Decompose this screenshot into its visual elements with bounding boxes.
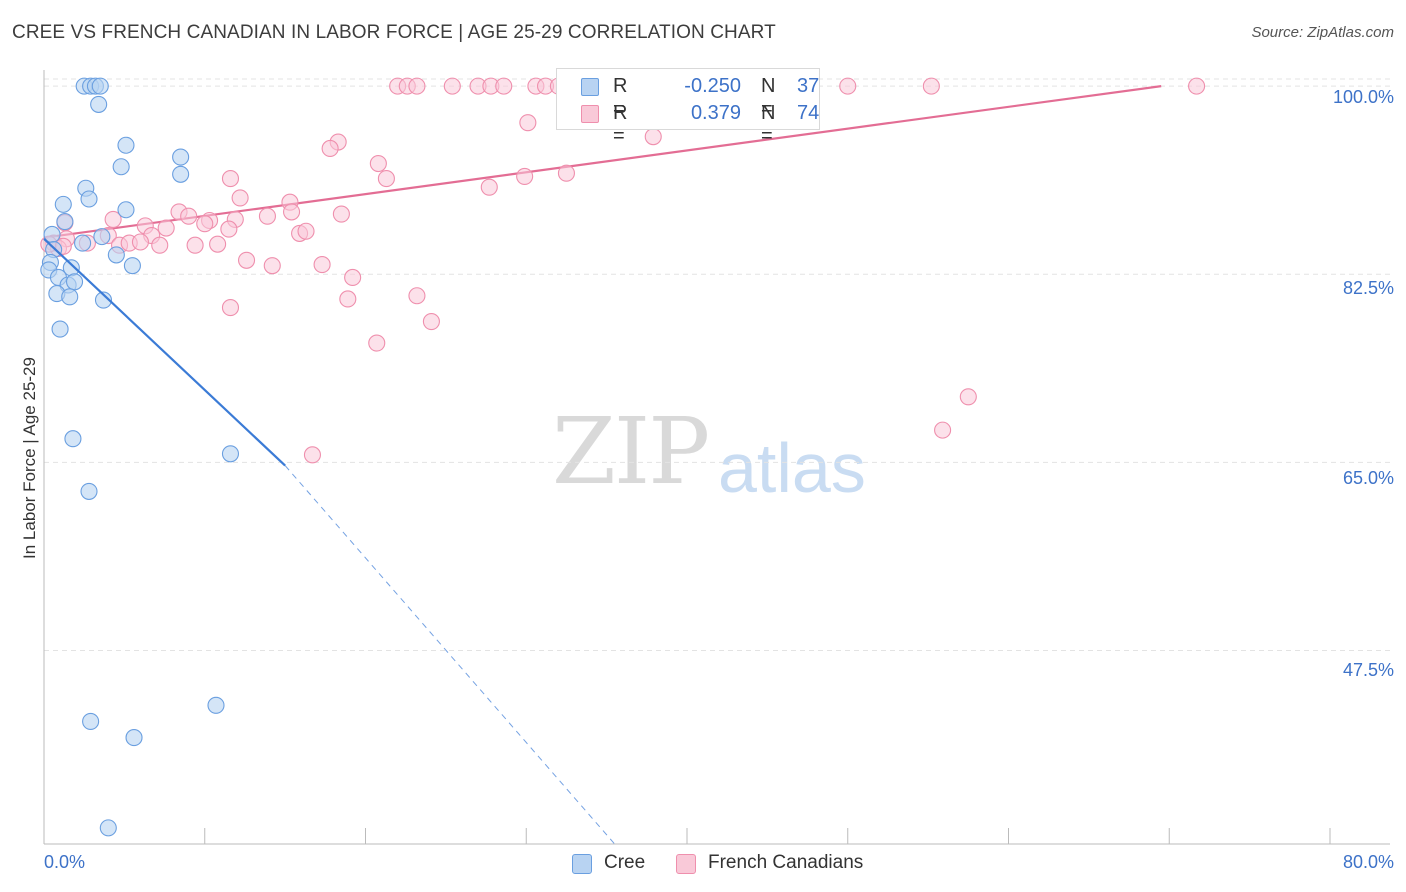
y-axis-label: In Labor Force | Age 25-29: [20, 357, 39, 559]
french-point: [313, 256, 331, 274]
french-point: [263, 257, 281, 275]
y-tick-label: 82.5%: [1342, 278, 1394, 298]
french-r-label: R =: [613, 102, 628, 147]
cree-r-value: -0.250: [684, 75, 741, 97]
source-label: Source: ZipAtlas.com: [1251, 24, 1394, 41]
french-point: [516, 167, 534, 185]
french-point: [332, 205, 350, 223]
french-point: [231, 189, 249, 207]
french-point: [104, 210, 122, 228]
french-legend-label: French Canadians: [708, 852, 864, 873]
french-point: [131, 233, 149, 251]
cree-n-value: 37: [797, 75, 820, 97]
french-point: [157, 219, 175, 237]
x-tick-label-max: 80.0%: [1342, 852, 1394, 872]
french-point: [408, 77, 426, 95]
french-point: [408, 287, 426, 305]
french-point: [321, 139, 339, 158]
cree-point: [74, 234, 92, 252]
cree-point: [123, 257, 141, 275]
french-point: [221, 170, 240, 188]
french-point: [221, 299, 240, 317]
french-point: [180, 207, 198, 225]
french-point: [934, 421, 952, 439]
cree-point: [91, 77, 109, 95]
french-point: [237, 251, 256, 269]
cree-point: [221, 445, 240, 463]
cree-swatch: [581, 78, 599, 96]
french-point: [339, 290, 357, 308]
cree-point: [99, 819, 117, 837]
french-point: [422, 312, 440, 331]
french-r-value: 0.379: [690, 102, 741, 124]
cree-point: [117, 201, 135, 219]
french-point: [1188, 77, 1206, 95]
cree-legend-label: Cree: [604, 852, 646, 873]
cree-point: [90, 95, 108, 113]
french-trend-line: [43, 85, 1162, 239]
cree-point: [125, 729, 143, 747]
cree-point: [80, 482, 98, 500]
french-n-value: 74: [797, 102, 820, 124]
french-point: [557, 164, 575, 182]
french-point: [151, 236, 169, 254]
watermark-atlas: atlas: [718, 429, 866, 507]
french-legend-swatch: [676, 854, 696, 874]
stats-legend: R = -0.250 N = 37 R = 0.379 N = 74: [556, 68, 820, 147]
cree-point: [82, 712, 100, 731]
cree-point: [207, 696, 225, 714]
cree-point: [93, 228, 111, 246]
french-point: [186, 236, 204, 254]
french-point: [519, 114, 537, 132]
french-point: [839, 77, 857, 95]
french-swatch: [581, 105, 599, 123]
cree-point: [56, 213, 74, 231]
y-tick-label: 47.5%: [1342, 660, 1394, 680]
french-point: [922, 77, 940, 95]
cree-r-label: R =: [613, 75, 628, 120]
cree-point: [65, 273, 84, 291]
cree-point: [94, 291, 113, 309]
cree-n-label: N =: [761, 75, 776, 120]
french-point: [480, 178, 498, 196]
french-n-label: N =: [761, 102, 776, 147]
cree-point: [61, 288, 79, 306]
french-point: [283, 203, 301, 221]
cree-trend-extension: [284, 465, 616, 845]
french-point: [220, 220, 238, 238]
french-point: [644, 128, 662, 146]
cree-point: [54, 195, 72, 213]
cree-point: [107, 246, 125, 264]
french-point: [368, 334, 386, 352]
cree-point: [112, 158, 130, 176]
french-point: [209, 235, 227, 253]
cree-point: [51, 320, 69, 338]
cree-legend-swatch: [572, 854, 592, 874]
french-point: [297, 222, 315, 240]
french-point: [196, 215, 214, 233]
watermark-zip: ZIP: [552, 398, 710, 505]
chart-title: CREE VS FRENCH CANADIAN IN LABOR FORCE |…: [12, 22, 776, 43]
cree-point: [172, 165, 190, 183]
y-tick-label: 100.0%: [1332, 87, 1394, 107]
y-tick-label: 65.0%: [1342, 468, 1394, 488]
french-point: [258, 207, 276, 225]
french-point: [303, 446, 322, 464]
cree-point: [172, 148, 190, 166]
french-point: [959, 388, 977, 406]
cree-point: [80, 190, 98, 208]
french-point: [443, 77, 461, 95]
cree-point: [64, 430, 82, 448]
french-point: [377, 170, 395, 188]
french-point: [369, 154, 387, 173]
cree-point: [117, 136, 135, 154]
french-point: [344, 268, 362, 287]
cree-trend-line: [43, 237, 286, 467]
french-point: [495, 77, 513, 95]
x-tick-label-min: 0.0%: [44, 852, 86, 872]
